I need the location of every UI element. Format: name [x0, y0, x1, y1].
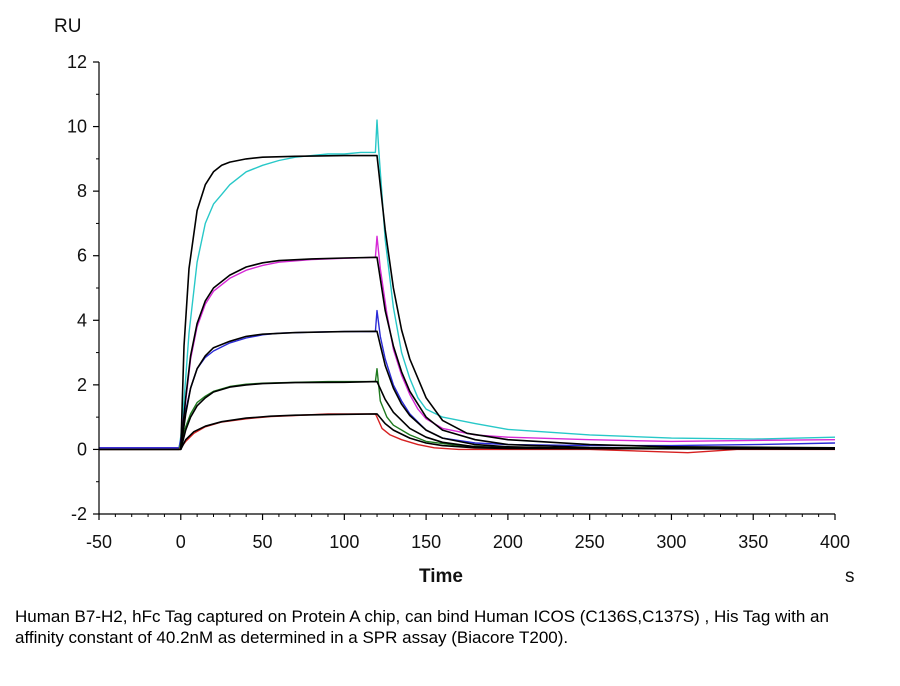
fit-curve [180, 413, 836, 450]
fit-curve [180, 256, 836, 450]
x-tick-label: 150 [411, 532, 441, 552]
x-axis-title: Time [419, 566, 463, 587]
axes-layer: -2 0 2 4 6 8 10 12 -50 0 50 100 150 200 250 300 350 400 [67, 52, 850, 552]
measured-curve [99, 119, 836, 449]
y-tick-label: 12 [67, 52, 87, 72]
y-tick-label: 2 [77, 375, 87, 395]
y-tick-label: 0 [77, 439, 87, 459]
x-tick-label: 300 [656, 532, 686, 552]
x-tick-label: 100 [329, 532, 359, 552]
x-tick-label: 50 [253, 532, 273, 552]
y-tick-label: 4 [77, 310, 87, 330]
fit-curve [180, 380, 836, 450]
series-layer [99, 119, 836, 454]
x-tick-label: 200 [493, 532, 523, 552]
y-tick-label: 8 [77, 181, 87, 201]
y-tick-label: -2 [71, 504, 87, 524]
x-tick-label: 250 [575, 532, 605, 552]
measured-curve [99, 235, 836, 449]
y-axis-unit: RU [54, 16, 81, 37]
x-tick-label: 350 [738, 532, 768, 552]
x-tick-label: -50 [86, 532, 112, 552]
y-tick-label: 6 [77, 246, 87, 266]
y-tick-label: 10 [67, 117, 87, 137]
x-tick-label: 400 [820, 532, 850, 552]
fit-curve [99, 154, 836, 451]
fit-curve [180, 330, 836, 450]
x-tick-label: 0 [176, 532, 186, 552]
measured-curve [99, 309, 836, 449]
x-axis-unit: s [845, 566, 855, 587]
figure-caption: Human B7-H2, hFc Tag captured on Protein… [15, 607, 829, 647]
spr-sensorgram-chart: -2 0 2 4 6 8 10 12 -50 0 50 100 150 200 250 300 350 400 R… [54, 16, 855, 587]
